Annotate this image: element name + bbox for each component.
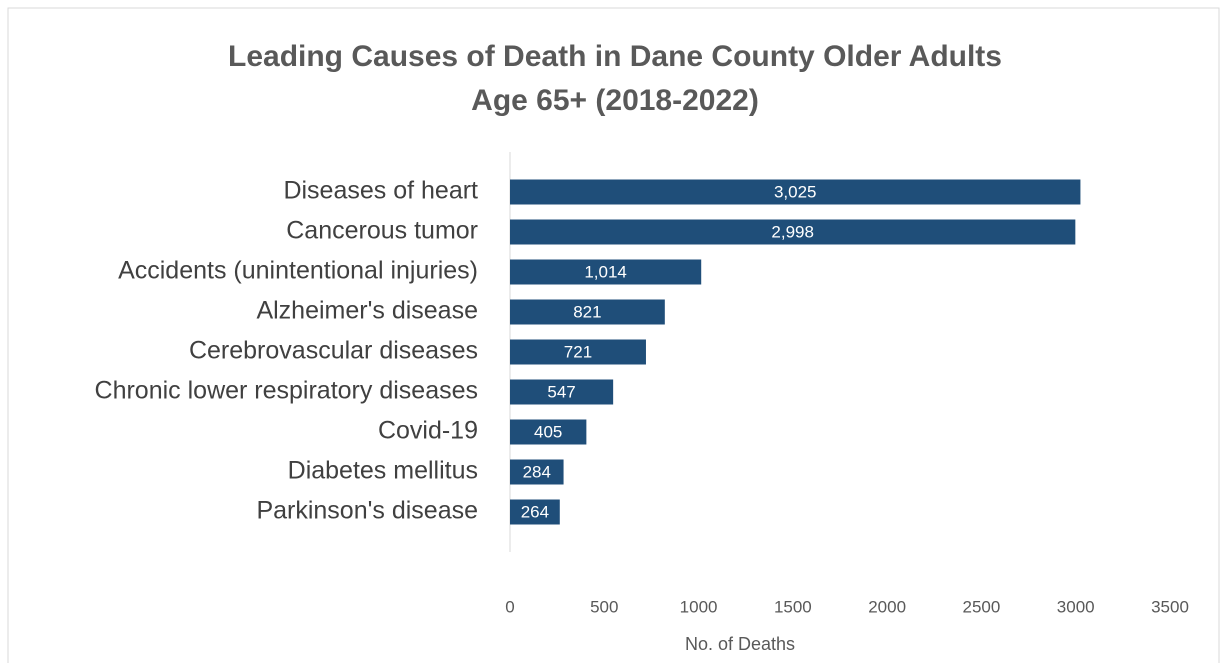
value-label: 1,014 (584, 262, 627, 281)
value-label: 2,998 (771, 222, 814, 241)
chart-subtitle: Age 65+ (2018-2022) (471, 84, 759, 117)
bar (510, 379, 614, 405)
value-label: 405 (534, 422, 562, 441)
y-tick-label: Parkinson's disease (256, 497, 478, 525)
chart-frame (7, 7, 1220, 663)
bar (510, 259, 702, 285)
y-tick-label: Diabetes mellitus (288, 457, 478, 485)
y-tick-label: Diseases of heart (283, 177, 478, 205)
value-label: 721 (564, 342, 592, 361)
x-tick-label: 1000 (680, 597, 718, 616)
value-label: 3,025 (774, 182, 817, 201)
bar (510, 219, 1076, 245)
x-tick-label: 0 (505, 597, 514, 616)
y-tick-label: Cancerous tumor (286, 217, 478, 245)
y-tick-label: Cerebrovascular diseases (189, 337, 478, 365)
value-label: 547 (547, 382, 575, 401)
y-tick-label: Chronic lower respiratory diseases (95, 377, 478, 405)
x-tick-label: 1500 (774, 597, 812, 616)
x-tick-label: 2000 (868, 597, 906, 616)
bar (510, 419, 587, 445)
x-tick-label: 2500 (963, 597, 1001, 616)
y-tick-label: Alzheimer's disease (256, 297, 478, 325)
chart-title: Leading Causes of Death in Dane County O… (228, 40, 1002, 73)
x-tick-label: 3000 (1057, 597, 1095, 616)
bar (510, 499, 560, 525)
y-tick-label: Accidents (unintentional injuries) (118, 257, 478, 285)
bar (510, 179, 1081, 205)
value-label: 264 (521, 502, 549, 521)
y-tick-label: Covid-19 (378, 417, 478, 445)
bar (510, 339, 646, 365)
x-axis-title: No. of Deaths (685, 634, 795, 654)
value-label: 821 (573, 302, 601, 321)
bar (510, 299, 665, 325)
x-tick-label: 500 (590, 597, 618, 616)
x-tick-label: 3500 (1151, 597, 1189, 616)
bar (510, 459, 564, 485)
value-label: 284 (523, 462, 551, 481)
